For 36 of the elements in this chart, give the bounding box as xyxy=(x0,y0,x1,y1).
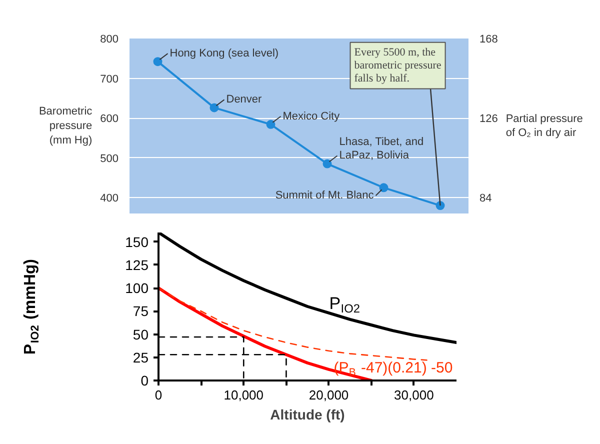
y-tick-label: 400 xyxy=(100,192,119,205)
y-tick-label: 700 xyxy=(100,73,119,86)
y-axis-title: Barometric pressure (mm Hg) xyxy=(38,106,93,146)
y-tick-label: 50 xyxy=(132,326,149,342)
y-tick-label: 100 xyxy=(125,280,149,296)
x-tick-label: 0 xyxy=(154,388,162,402)
point xyxy=(436,201,445,210)
y-tick-label: 800 xyxy=(100,34,119,46)
y-tick-label: 25 xyxy=(132,349,149,366)
x-tick-label: 10,000 xyxy=(224,388,264,402)
y-tick-label: 600 xyxy=(100,113,119,126)
line-series xyxy=(158,287,428,361)
y-axis-title: PIO2 (mmHg) xyxy=(22,259,42,355)
x-tick-label: 30,000 xyxy=(394,388,434,402)
annotation: Hong Kong (sea level) xyxy=(170,48,279,60)
annotation: Mexico City xyxy=(282,110,340,122)
y2-axis-title: Partial pressure of O₂ in dry air xyxy=(506,112,583,140)
point xyxy=(322,159,332,168)
point xyxy=(153,57,162,66)
y-tick-label: 0 xyxy=(140,372,149,388)
y-tick-label: 500 xyxy=(100,152,119,165)
point xyxy=(266,120,276,129)
y2-tick-label: 168 xyxy=(480,34,498,46)
annotation: Lhasa, Tibet, and LaPaz, Bolivia xyxy=(339,136,424,162)
x-axis-title: Altitude (ft) xyxy=(270,406,345,422)
y2-tick-label: 84 xyxy=(480,192,492,205)
y-tick-label: 75 xyxy=(132,303,149,320)
x-tick-label: 20,000 xyxy=(308,388,349,402)
y-tick-label: 150 xyxy=(125,234,149,250)
y-tick-label: 125 xyxy=(125,256,149,273)
annotation: Summit of Mt. Blanc xyxy=(275,190,374,202)
point xyxy=(210,103,219,112)
annotation: Every 5500 m, the barometric pressure falls by half. xyxy=(354,46,442,85)
y2-tick-label: 126 xyxy=(480,113,498,126)
point xyxy=(379,183,388,192)
annotation: Denver xyxy=(226,94,262,106)
